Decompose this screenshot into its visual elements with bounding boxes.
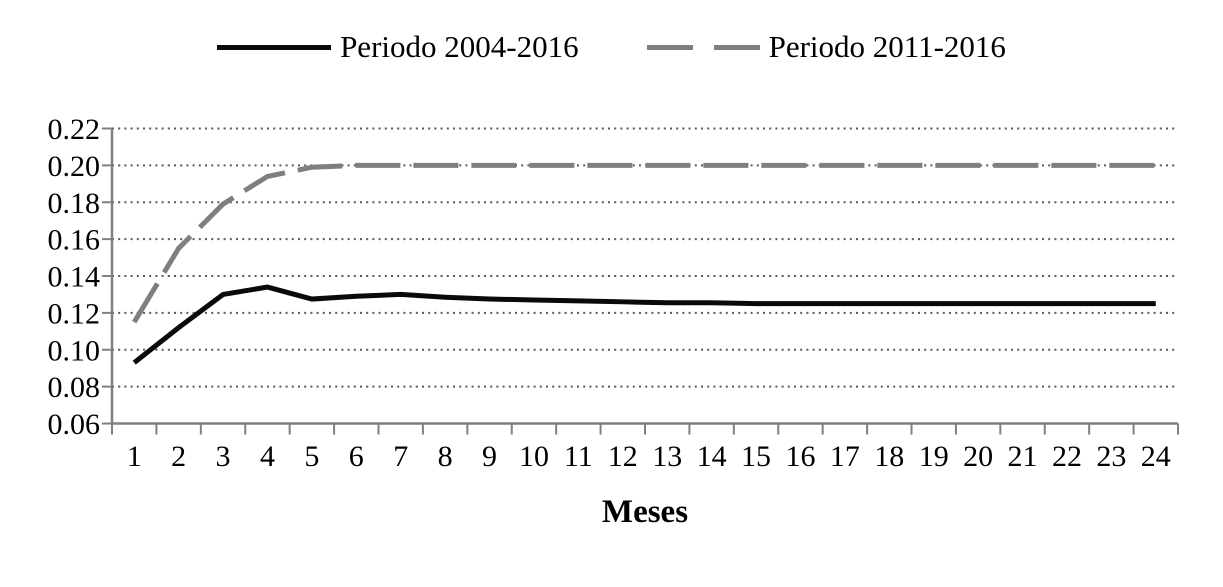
- legend: Periodo 2004-2016 Periodo 2011-2016: [0, 29, 1223, 64]
- x-tick-label: 17: [830, 440, 860, 473]
- y-tick-label: 0.20: [48, 150, 101, 183]
- x-tick-label: 5: [304, 440, 319, 473]
- x-tick-label: 12: [608, 440, 638, 473]
- legend-label: Periodo 2011-2016: [768, 29, 1006, 64]
- x-tick-label: 11: [564, 440, 593, 473]
- y-tick-label: 0.14: [48, 261, 101, 294]
- x-tick-label: 8: [438, 440, 453, 473]
- y-tick-label: 0.16: [48, 224, 101, 257]
- x-tick-label: 13: [652, 440, 682, 473]
- y-tick-label: 0.12: [48, 297, 101, 330]
- x-tick-label: 14: [697, 440, 727, 473]
- solid-line-sample-icon: [217, 44, 332, 50]
- x-tick-label: 23: [1096, 440, 1126, 473]
- x-tick-label: 1: [127, 440, 142, 473]
- y-tick-label: 0.18: [48, 187, 101, 220]
- x-tick-label: 9: [482, 440, 497, 473]
- x-tick-label: 16: [785, 440, 815, 473]
- x-tick-label: 18: [874, 440, 904, 473]
- y-tick-label: 0.22: [48, 113, 101, 146]
- x-tick-label: 7: [393, 440, 408, 473]
- dashed-line-sample-icon: [646, 44, 760, 50]
- legend-item-periodo-2011-2016: Periodo 2011-2016: [646, 29, 1006, 64]
- x-tick-label: 24: [1141, 440, 1171, 473]
- x-tick-label: 19: [919, 440, 949, 473]
- x-tick-label: 6: [349, 440, 364, 473]
- series-line-periodo-2004-2016: [132, 284, 1156, 365]
- x-tick-label: 10: [519, 440, 549, 473]
- x-tick-label: 20: [963, 440, 993, 473]
- y-tick-label: 0.06: [48, 408, 101, 441]
- series-line-periodo-2011-2016: [132, 162, 1156, 324]
- x-axis-title: Meses: [601, 494, 689, 530]
- y-tick-label: 0.08: [48, 371, 101, 404]
- x-tick-label: 3: [216, 440, 231, 473]
- x-tick-label: 15: [741, 440, 771, 473]
- legend-item-periodo-2004-2016: Periodo 2004-2016: [217, 29, 579, 64]
- x-tick-label: 22: [1052, 440, 1082, 473]
- x-tick-label: 21: [1008, 440, 1038, 473]
- legend-label: Periodo 2004-2016: [340, 29, 579, 64]
- y-tick-label: 0.10: [48, 334, 101, 367]
- x-tick-label: 2: [171, 440, 186, 473]
- x-tick-label: 4: [260, 440, 275, 473]
